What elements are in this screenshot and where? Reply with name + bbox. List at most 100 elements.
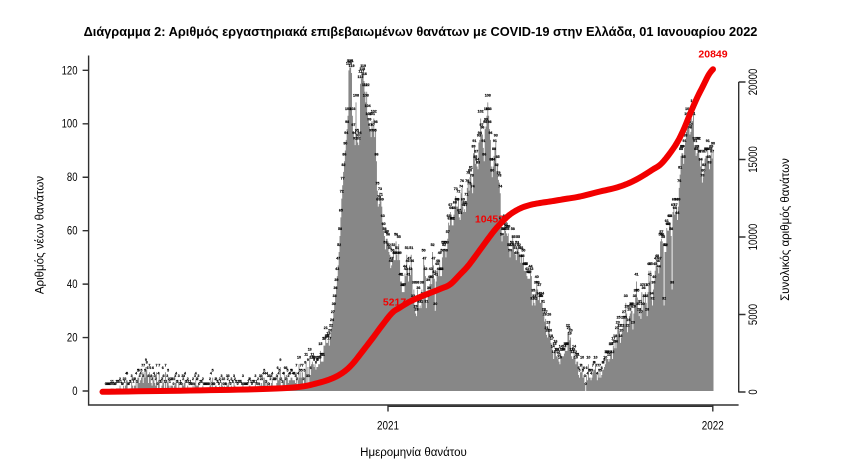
svg-text:50: 50 xyxy=(444,249,448,253)
svg-text:52: 52 xyxy=(664,243,668,247)
svg-text:97: 97 xyxy=(351,123,355,127)
svg-text:1: 1 xyxy=(177,379,179,383)
svg-text:62: 62 xyxy=(451,216,455,220)
svg-text:78: 78 xyxy=(470,174,474,178)
svg-text:8: 8 xyxy=(603,361,605,365)
svg-text:67: 67 xyxy=(674,203,678,207)
svg-text:2: 2 xyxy=(133,377,135,381)
svg-text:25: 25 xyxy=(623,315,627,319)
svg-text:49: 49 xyxy=(396,251,400,255)
svg-text:11: 11 xyxy=(575,353,579,357)
svg-text:3: 3 xyxy=(226,374,228,378)
svg-text:39: 39 xyxy=(334,278,338,282)
svg-text:29: 29 xyxy=(414,305,418,309)
svg-text:108: 108 xyxy=(485,94,491,98)
svg-text:4: 4 xyxy=(282,371,284,375)
svg-text:108: 108 xyxy=(363,94,369,98)
svg-text:0: 0 xyxy=(198,382,200,386)
svg-text:8: 8 xyxy=(146,361,148,365)
svg-text:5: 5 xyxy=(299,369,301,373)
svg-text:4: 4 xyxy=(175,371,177,375)
svg-text:5: 5 xyxy=(263,369,265,373)
svg-text:22: 22 xyxy=(618,323,622,327)
svg-text:13: 13 xyxy=(561,347,565,351)
svg-text:103: 103 xyxy=(685,107,691,111)
svg-text:4: 4 xyxy=(278,371,280,375)
svg-text:52: 52 xyxy=(337,243,341,247)
svg-text:62: 62 xyxy=(499,216,503,220)
svg-text:11: 11 xyxy=(304,353,308,357)
svg-text:98: 98 xyxy=(483,120,487,124)
svg-text:33: 33 xyxy=(333,294,337,298)
svg-text:0: 0 xyxy=(211,382,213,386)
svg-text:1: 1 xyxy=(186,379,188,383)
svg-text:5: 5 xyxy=(591,369,593,373)
svg-text:5: 5 xyxy=(301,369,303,373)
svg-text:3: 3 xyxy=(139,374,141,378)
svg-text:63: 63 xyxy=(447,214,451,218)
svg-text:4: 4 xyxy=(125,371,127,375)
svg-text:47: 47 xyxy=(423,257,427,261)
svg-text:3: 3 xyxy=(148,374,150,378)
svg-text:3: 3 xyxy=(259,374,261,378)
svg-text:14: 14 xyxy=(562,345,566,349)
svg-text:67: 67 xyxy=(448,203,452,207)
svg-text:0: 0 xyxy=(203,382,205,386)
svg-text:0: 0 xyxy=(108,382,110,386)
svg-text:72: 72 xyxy=(456,190,460,194)
svg-text:13: 13 xyxy=(555,347,559,351)
svg-text:33: 33 xyxy=(411,294,415,298)
svg-text:5: 5 xyxy=(286,369,288,373)
svg-text:24: 24 xyxy=(626,318,630,322)
svg-text:3: 3 xyxy=(174,374,176,378)
svg-text:15: 15 xyxy=(564,342,568,346)
svg-text:5: 5 xyxy=(290,369,292,373)
svg-text:80: 80 xyxy=(701,168,705,172)
svg-text:84: 84 xyxy=(491,158,495,162)
svg-text:3: 3 xyxy=(194,374,196,378)
svg-text:52: 52 xyxy=(517,243,521,247)
svg-text:69: 69 xyxy=(380,198,384,202)
svg-text:85: 85 xyxy=(473,155,477,159)
svg-text:10000: 10000 xyxy=(748,224,760,251)
svg-text:0: 0 xyxy=(748,389,760,394)
svg-text:15000: 15000 xyxy=(748,146,760,173)
svg-text:29: 29 xyxy=(625,305,629,309)
svg-text:7: 7 xyxy=(158,363,160,367)
svg-text:17: 17 xyxy=(550,337,554,341)
svg-text:1: 1 xyxy=(130,379,132,383)
svg-text:65: 65 xyxy=(339,208,343,212)
svg-text:57: 57 xyxy=(446,230,450,234)
svg-text:57: 57 xyxy=(385,230,389,234)
svg-text:0: 0 xyxy=(251,382,253,386)
svg-text:21: 21 xyxy=(567,326,571,330)
svg-text:7: 7 xyxy=(597,363,599,367)
svg-text:1: 1 xyxy=(199,379,201,383)
svg-text:47: 47 xyxy=(658,257,662,261)
svg-text:2: 2 xyxy=(134,377,136,381)
svg-text:28: 28 xyxy=(645,307,649,311)
svg-text:84: 84 xyxy=(489,158,493,162)
svg-text:81: 81 xyxy=(678,166,682,170)
svg-text:3: 3 xyxy=(287,374,289,378)
svg-text:22: 22 xyxy=(620,323,624,327)
svg-text:92: 92 xyxy=(696,136,700,140)
svg-text:76: 76 xyxy=(677,179,681,183)
svg-text:1: 1 xyxy=(159,379,161,383)
svg-text:20: 20 xyxy=(545,329,549,333)
svg-text:5: 5 xyxy=(144,369,146,373)
svg-text:0: 0 xyxy=(218,382,220,386)
svg-text:4: 4 xyxy=(210,371,212,375)
svg-text:69: 69 xyxy=(456,198,460,202)
svg-text:48: 48 xyxy=(655,254,659,258)
svg-text:59: 59 xyxy=(506,224,510,228)
svg-text:89: 89 xyxy=(472,144,476,148)
svg-text:70: 70 xyxy=(377,195,381,199)
svg-text:51: 51 xyxy=(405,246,409,250)
svg-text:119: 119 xyxy=(349,64,355,68)
svg-text:28: 28 xyxy=(627,307,631,311)
svg-text:67: 67 xyxy=(671,203,675,207)
svg-text:3: 3 xyxy=(294,374,296,378)
svg-text:40: 40 xyxy=(535,275,539,279)
svg-text:119: 119 xyxy=(360,64,366,68)
